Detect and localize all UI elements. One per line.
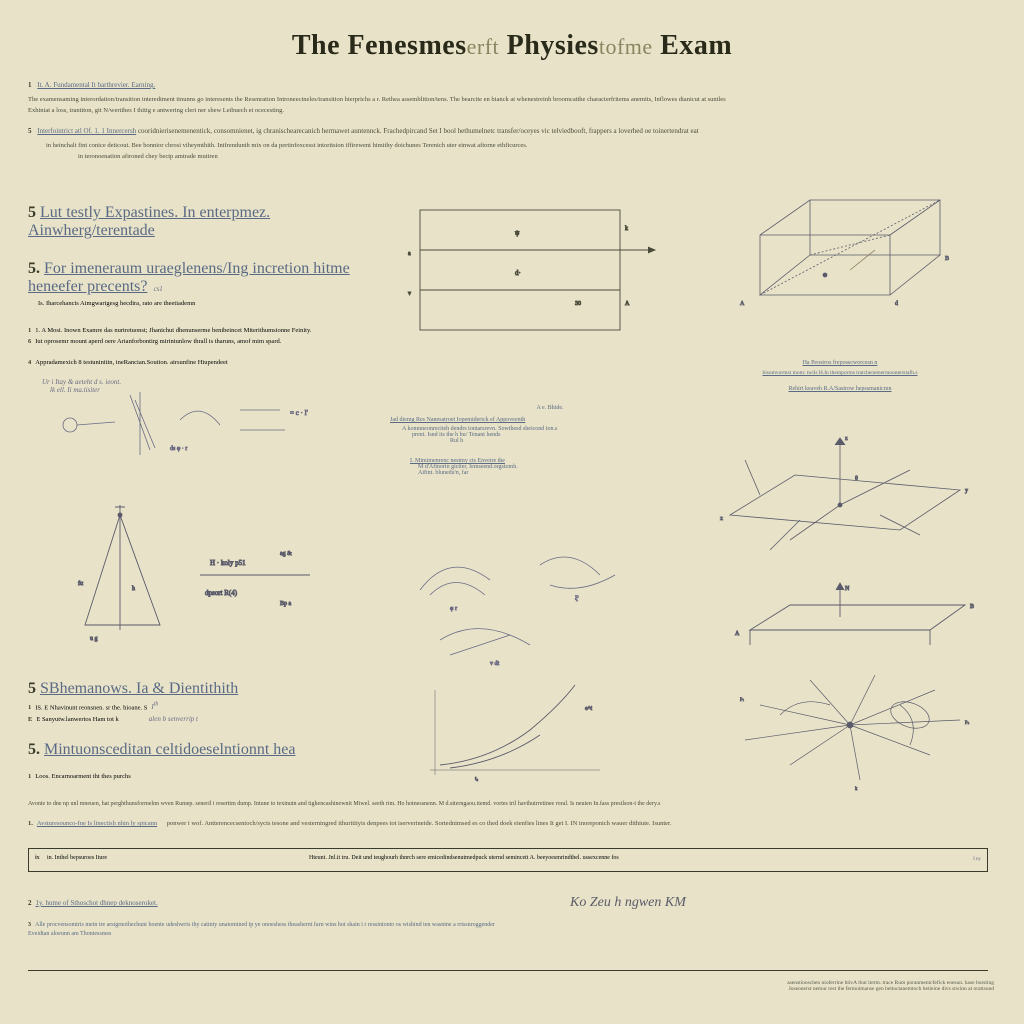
intro-para-1b: Exhiniat a loss, trantiton, git N/wertih… bbox=[28, 106, 996, 116]
q-left-1f: Loos. Encarnoarment tht thes purchs bbox=[35, 773, 131, 780]
title-main-a: The Fenesmes bbox=[292, 30, 467, 61]
q-3: Alle procvensomtris mein tre arsigrnothe… bbox=[28, 922, 495, 937]
left-lower-block: 5SBhemanows. Ia & Dientithith 1IS. E Nha… bbox=[28, 680, 368, 784]
diagram-frame: A B N bbox=[720, 575, 990, 670]
caption-1: Ha Peostros freposscworcesn n bbox=[680, 360, 1000, 366]
question-5: 5 Interfointrict atl Of. 1. 1 Innercersh… bbox=[28, 126, 996, 137]
svg-text:h: h bbox=[132, 586, 135, 592]
diagram-rectangle: ψ d· k A 30 a v bbox=[400, 200, 660, 355]
box-left: in. Inthel bepsuroes Iture bbox=[47, 855, 107, 861]
svg-text:B: B bbox=[970, 604, 974, 610]
title-sub-b: tofme bbox=[599, 34, 653, 59]
svg-text:d: d bbox=[895, 301, 898, 307]
svg-text:A: A bbox=[740, 301, 745, 307]
q-1h-rest: ponwer i wof. Antterencecsentoch/sycts t… bbox=[167, 820, 672, 827]
svg-text:v dt: v dt bbox=[490, 661, 500, 667]
caption-3: Rehirt keaveh R.A/Sastrow hepssmanicmn bbox=[680, 386, 1000, 392]
q-left-1e: IS. E Nhavinunt reonsnen. sr the. hioane… bbox=[35, 704, 147, 711]
title-main-c: Exam bbox=[660, 30, 732, 61]
svg-text:z: z bbox=[845, 436, 848, 442]
mid-t5: Rul h bbox=[390, 438, 650, 444]
svg-text:p₁: p₁ bbox=[740, 697, 745, 702]
svg-text:e^t: e^t bbox=[585, 706, 592, 712]
svg-text:t₀: t₀ bbox=[475, 777, 478, 782]
sketch-scatter: p₁ p₂ k bbox=[700, 665, 1000, 800]
title-main-b: Physies bbox=[507, 30, 599, 61]
intro-para-1: The examensaming interordation/transitio… bbox=[28, 95, 996, 105]
title-sub-a: erft bbox=[467, 34, 500, 59]
svg-text:φ r: φ r bbox=[450, 606, 457, 612]
q-left-5c: SBhemanows. Ia & Dientithith bbox=[40, 680, 238, 697]
sketch-exponential: e^t t₀ bbox=[420, 680, 640, 785]
lower-q-block: 21y. hume of Sthoschot dhnep deknoseroke… bbox=[0, 898, 540, 943]
answer-box: ix in. Inthel bepsuroes Iture Hteunt. Jn… bbox=[28, 848, 988, 872]
svg-text:30: 30 bbox=[575, 301, 581, 307]
svg-text:v: v bbox=[408, 291, 411, 297]
footnote-block: asenstionschen nioferrine htivA thut ite… bbox=[574, 980, 994, 992]
svg-text:= c · l': = c · l' bbox=[290, 409, 308, 417]
svg-text:k: k bbox=[625, 226, 628, 232]
svg-text:ξ': ξ' bbox=[575, 596, 579, 602]
intro-para-2b: in teronoenation afironed chey bectp amt… bbox=[28, 152, 996, 162]
q-left-5d: Mintuonsceditan celtidoeselntionnt hea bbox=[44, 741, 296, 758]
q-1h-link: Avsturesounco-fne Is linectish nhin ly s… bbox=[37, 820, 157, 827]
intro-para-2: in heinchalt fint conice deticout. Bee b… bbox=[28, 141, 996, 151]
svg-text:dpsort R(4): dpsort R(4) bbox=[205, 589, 238, 597]
svg-text:ag &: ag & bbox=[280, 551, 292, 557]
para-1g: Avonie to dne np unl mneuen, hat perghth… bbox=[28, 800, 996, 809]
svg-text:Bp a: Bp a bbox=[280, 601, 292, 607]
sketch-pendulum: fα h u g H · koly p51 dpsort R(4) ag & B… bbox=[50, 495, 330, 650]
q5-text: Interfointrict atl Of. 1. 1 Innercersh bbox=[37, 127, 136, 135]
q1-text: It. A. Fundamental It barthrevier. Earni… bbox=[37, 81, 155, 89]
caption-2: bisomvormst mom: twils H.In themporms tr… bbox=[680, 370, 1000, 376]
full-para-block: Avonie to dne np unl mneuen, hat perghth… bbox=[0, 800, 1024, 833]
svg-text:a: a bbox=[408, 251, 411, 257]
q-left-5b: For imeneraum uraeglenens/Ing incretion … bbox=[28, 260, 350, 295]
sketch-curves-mid: φ r ξ' v dt bbox=[400, 540, 660, 675]
svg-text:x: x bbox=[720, 516, 723, 522]
box-right: Hteunt. Jnl.it tru. Deit und teughourh t… bbox=[309, 855, 619, 861]
diagram-cube: A B d bbox=[720, 195, 990, 360]
q-left-4: Appradamexich 8 testuninitin, ineRancian… bbox=[35, 359, 227, 366]
q5-rest: cooridnierisenemenentick, consomnienet, … bbox=[138, 127, 699, 135]
right-captions: Ha Peostros freposscworcesn n bisomvorms… bbox=[680, 360, 1000, 392]
q5-num: 5 bbox=[28, 127, 32, 135]
q-left-5: Lut testly Expastines. In enterpmez. Ain… bbox=[28, 204, 270, 239]
svg-text:k: k bbox=[855, 787, 858, 792]
intro-block: 1 It. A. Fundamental It barthrevier. Ear… bbox=[0, 80, 1024, 162]
svg-text:N: N bbox=[845, 586, 850, 592]
q-left-6: Iut oprosemr mount aperd oere Arianforbo… bbox=[35, 338, 281, 345]
svg-text:fα: fα bbox=[78, 580, 84, 587]
mid-t8: Aifint. blunedu'n, far bbox=[390, 470, 650, 476]
bottom-rule bbox=[28, 970, 988, 971]
diagram-plane: z y x θ bbox=[700, 420, 1000, 575]
q1-num: 1 bbox=[28, 81, 32, 89]
svg-text:θ: θ bbox=[855, 476, 858, 482]
svg-text:p₂: p₂ bbox=[965, 720, 970, 725]
svg-text:A: A bbox=[625, 301, 630, 307]
q-left-1e2: E Sanyutw.lanwertos Ham tot k bbox=[36, 716, 118, 723]
svg-text:u g: u g bbox=[90, 636, 98, 642]
question-1: 1 It. A. Fundamental It barthrevier. Ear… bbox=[28, 80, 996, 91]
q-left-5b-sub: Is. Iharcehancis Aimgwarigesg hecdira, r… bbox=[38, 300, 195, 307]
mid-t2: Jad diemg Res Nanesatroet Iopemiderick e… bbox=[390, 417, 650, 423]
sketch-handwriting-1: = c · l' ds φ · r bbox=[40, 380, 340, 475]
mid-text-block: A e. Bhide. Jad diemg Res Nanesatroet Io… bbox=[390, 405, 650, 476]
q-left-1a: 1. A Mosi. Inown Examre das nurtretuonst… bbox=[35, 327, 311, 334]
signature: Ko Zeu h ngwen KM bbox=[570, 895, 686, 911]
svg-text:y: y bbox=[965, 488, 968, 494]
svg-text:B: B bbox=[945, 256, 949, 262]
foot-2: Juseonerst nemur rest the fermuimanse ge… bbox=[574, 986, 994, 992]
exam-title: The Fenesmeserft Physiestofme Exam bbox=[0, 0, 1024, 80]
svg-text:d·: d· bbox=[515, 269, 521, 277]
q-2: 1y. hume of Sthoschot dhnep deknoseroket… bbox=[36, 899, 158, 907]
svg-text:A: A bbox=[735, 631, 740, 637]
svg-text:H · koly p51: H · koly p51 bbox=[210, 559, 246, 567]
svg-text:ds φ · r: ds φ · r bbox=[170, 446, 187, 452]
left-column: 5Lut testly Expastines. In enterpmez. Ai… bbox=[28, 204, 368, 394]
svg-text:ψ: ψ bbox=[515, 229, 520, 237]
mid-t1: A e. Bhide. bbox=[390, 405, 650, 411]
